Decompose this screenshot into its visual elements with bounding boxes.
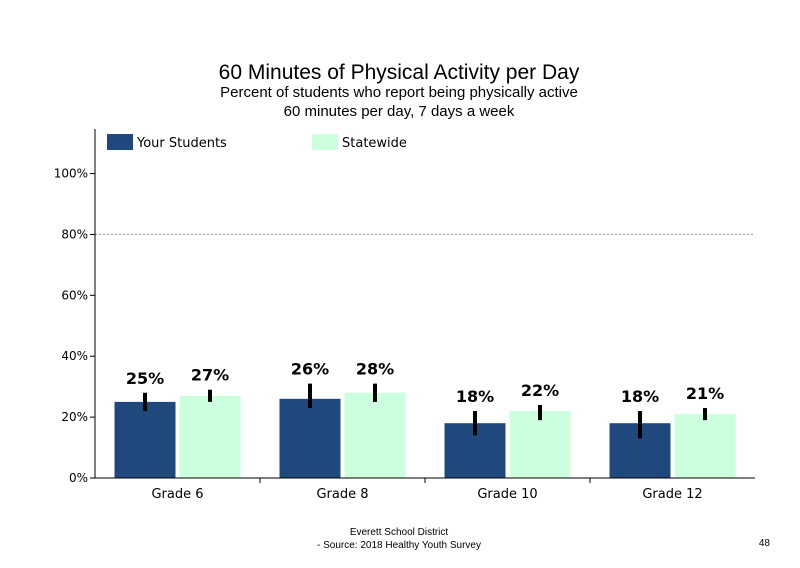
data-labels: 25% 27% 26% 28% 18% 22% 18% 21% [126, 360, 724, 406]
bars [114, 392, 736, 478]
legend-label-statewide: Statewide [342, 136, 407, 151]
y-tick-label: 60% [61, 288, 88, 302]
x-category-label: Grade 12 [642, 487, 702, 502]
axes [94, 129, 755, 479]
y-tick-label: 20% [61, 410, 88, 424]
footer-source: - Source: 2018 Healthy Youth Survey [317, 540, 481, 551]
data-label-statewide: 28% [356, 360, 394, 379]
data-label-your-students: 26% [291, 360, 329, 379]
x-axis-categories: Grade 6 Grade 8 Grade 10 Grade 12 [151, 478, 703, 502]
data-label-your-students: 25% [126, 369, 164, 388]
x-category-label: Grade 8 [316, 487, 368, 502]
x-category-label: Grade 10 [477, 487, 537, 502]
chart-subtitle-line-1: Percent of students who report being phy… [220, 84, 578, 101]
page-number: 48 [759, 538, 771, 549]
data-label-your-students: 18% [456, 387, 494, 406]
data-label-your-students: 18% [621, 387, 659, 406]
y-tick-label: 80% [61, 227, 88, 241]
x-category-label: Grade 6 [151, 487, 203, 502]
y-tick-label: 40% [61, 349, 88, 363]
legend-label-your-students: Your Students [136, 136, 227, 151]
legend: Your Students Statewide [107, 134, 407, 151]
bar-statewide [179, 395, 241, 478]
data-label-statewide: 22% [521, 381, 559, 400]
legend-swatch-statewide [312, 134, 338, 150]
bar-statewide [674, 414, 736, 478]
bar-statewide [509, 411, 571, 478]
error-bars [143, 383, 707, 439]
bar-your-students [279, 398, 341, 478]
bar-your-students [114, 401, 176, 478]
chart-title: 60 Minutes of Physical Activity per Day [219, 61, 580, 84]
chart-subtitle-line-2: 60 minutes per day, 7 days a week [284, 103, 515, 120]
y-tick-label: 100% [54, 167, 88, 181]
y-tick-label: 0% [69, 471, 88, 485]
bar-statewide [344, 392, 406, 478]
data-label-statewide: 21% [686, 384, 724, 403]
footer-district: Everett School District [350, 527, 449, 538]
y-axis-ticks: 0% 20% 40% 60% 80% 100% [54, 167, 95, 485]
legend-swatch-your-students [107, 134, 133, 150]
data-label-statewide: 27% [191, 366, 229, 385]
